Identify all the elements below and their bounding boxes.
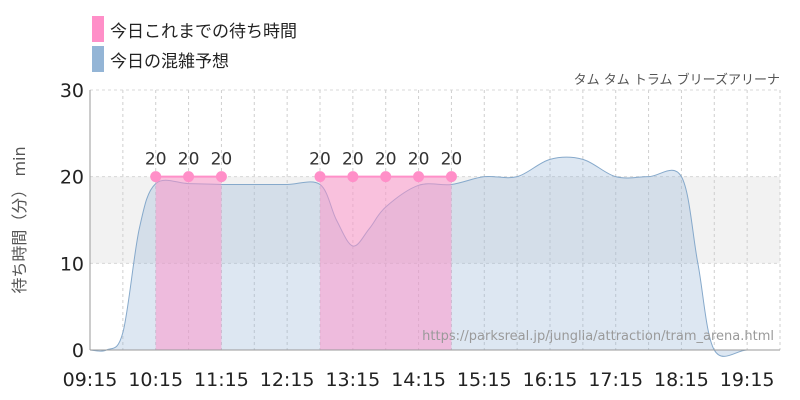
actual-point xyxy=(413,171,425,183)
actual-point xyxy=(347,171,359,183)
data-label: 20 xyxy=(178,150,200,170)
actual-area xyxy=(155,176,222,350)
actual-point xyxy=(215,171,227,183)
x-tick-label: 15:15 xyxy=(457,369,512,391)
y-tick-label: 10 xyxy=(60,253,84,275)
x-tick-label: 12:15 xyxy=(260,369,315,391)
legend-item-forecast[interactable]: 今日の混雑予想 xyxy=(92,44,297,74)
data-label: 20 xyxy=(145,150,167,170)
data-label: 20 xyxy=(408,150,430,170)
x-tick-label: 17:15 xyxy=(588,369,643,391)
actual-point xyxy=(314,171,326,183)
x-tick-label: 10:15 xyxy=(128,369,183,391)
legend-label-actual: 今日これまでの待ち時間 xyxy=(110,21,297,42)
y-axis-label: 待ち時間（分） min xyxy=(10,146,29,293)
y-tick-label: 20 xyxy=(60,167,84,189)
x-tick-label: 13:15 xyxy=(325,369,380,391)
data-label: 20 xyxy=(211,150,233,170)
legend: 今日これまでの待ち時間 今日の混雑予想 xyxy=(92,14,297,74)
legend-item-actual[interactable]: 今日これまでの待ち時間 xyxy=(92,14,297,44)
actual-area xyxy=(320,176,452,350)
data-label: 20 xyxy=(375,150,397,170)
x-tick-label: 14:15 xyxy=(391,369,446,391)
x-tick-label: 09:15 xyxy=(63,369,118,391)
actual-point xyxy=(183,171,195,183)
y-tick-label: 30 xyxy=(60,80,84,102)
x-tick-label: 19:15 xyxy=(720,369,775,391)
x-tick-label: 18:15 xyxy=(654,369,709,391)
y-tick-label: 0 xyxy=(72,340,84,362)
x-tick-label: 16:15 xyxy=(523,369,578,391)
data-label: 20 xyxy=(309,150,331,170)
actual-point xyxy=(445,171,457,183)
legend-swatch-actual xyxy=(92,16,104,42)
actual-point xyxy=(380,171,392,183)
data-label: 20 xyxy=(342,150,364,170)
actual-point xyxy=(150,171,162,183)
legend-swatch-forecast xyxy=(92,46,104,72)
x-tick-label: 11:15 xyxy=(194,369,249,391)
legend-label-forecast: 今日の混雑予想 xyxy=(110,51,229,72)
data-label: 20 xyxy=(441,150,463,170)
chart-subtitle: タム タム トラム ブリーズアリーナ xyxy=(574,72,780,88)
watermark-url: https://parksreal.jp/junglia/attraction/… xyxy=(422,329,774,344)
